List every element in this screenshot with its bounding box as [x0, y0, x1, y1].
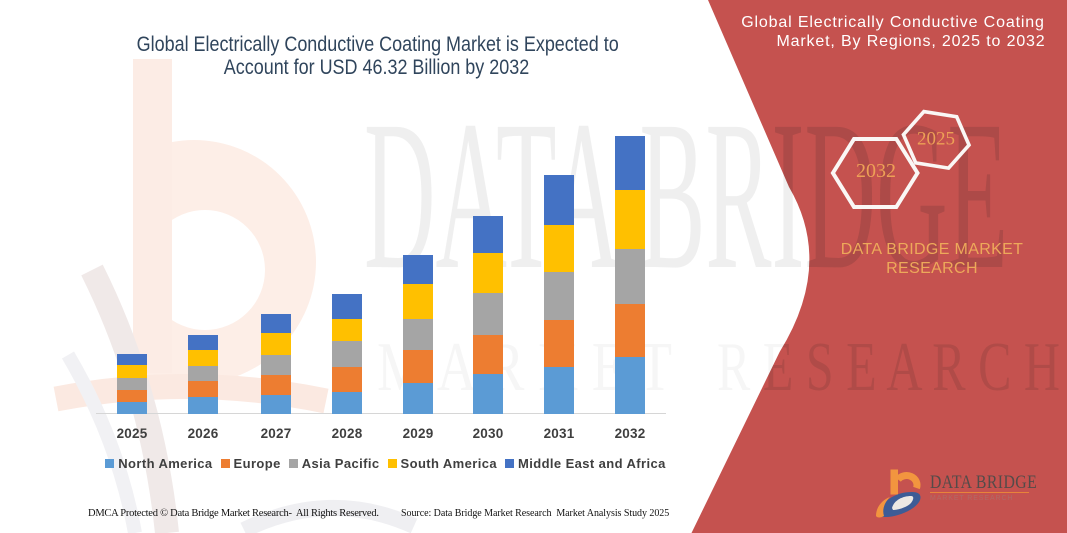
svg-text:DATA BRIDGE: DATA BRIDGE	[364, 77, 1008, 314]
svg-text:2032: 2032	[856, 160, 896, 182]
svg-text:R E S E A R C H: R E S E A R C H	[717, 329, 1060, 406]
svg-text:2025: 2025	[917, 129, 955, 150]
